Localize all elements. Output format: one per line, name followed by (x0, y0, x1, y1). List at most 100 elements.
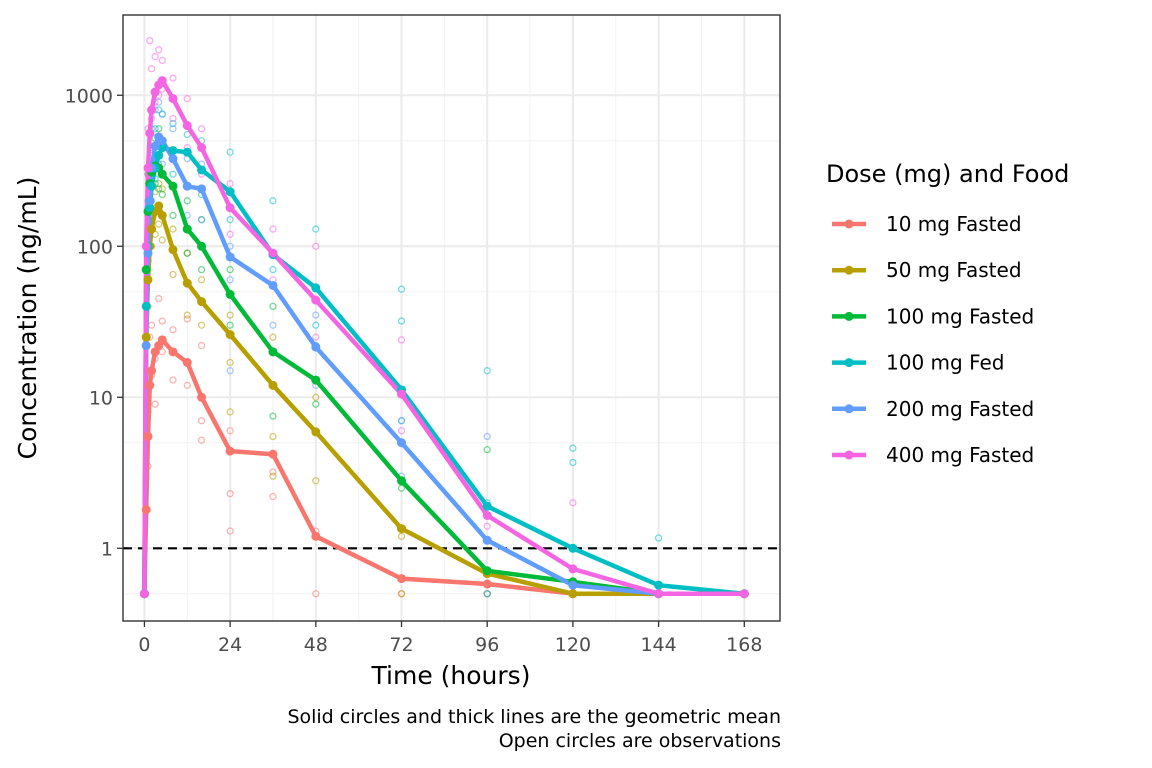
observation-point (226, 276, 234, 284)
mean-point (147, 105, 157, 115)
mean-point (143, 248, 153, 258)
observation-point (226, 179, 234, 188)
x-axis-ticks: 0 24 48 72 96 120 144 168 (138, 621, 762, 656)
mean-point (143, 431, 153, 441)
observation-point (158, 110, 166, 118)
mean-point (268, 449, 278, 459)
observation-point (569, 444, 577, 452)
observation-point (155, 125, 163, 133)
observation-point (197, 276, 206, 284)
mean-point (147, 224, 157, 234)
mean-point (150, 87, 160, 97)
observation-point (169, 119, 177, 128)
mean-points (139, 76, 749, 599)
observation-point (397, 590, 406, 598)
mean-point (268, 280, 278, 290)
observation-point (197, 436, 206, 444)
legend-item-label: 50 mg Fasted (886, 258, 1022, 282)
observation-point (483, 445, 491, 454)
observation-point (397, 417, 406, 425)
mean-point (482, 535, 492, 545)
mean-point (225, 203, 235, 213)
observation-point (312, 242, 320, 250)
legend-key-point (844, 450, 854, 460)
observation-point (397, 317, 406, 325)
observation-point (169, 74, 177, 82)
mean-point (654, 580, 664, 590)
mean-point (654, 589, 664, 599)
mean-point (197, 297, 207, 307)
mean-point (168, 347, 178, 357)
mean-point (157, 136, 167, 146)
mean-point (739, 589, 749, 599)
mean-point (397, 389, 407, 399)
mean-point (268, 347, 278, 357)
observation-point (155, 185, 163, 193)
observation-point (569, 499, 577, 507)
observation-point (183, 94, 191, 103)
observation-point (269, 492, 277, 501)
legend-title: Dose (mg) and Food (826, 160, 1069, 188)
observation-point (569, 458, 577, 467)
mean-point (197, 184, 207, 194)
observation-point (169, 125, 177, 133)
mean-point (168, 181, 178, 191)
mean-point (168, 154, 178, 164)
mean-point (150, 141, 160, 151)
mean-point (225, 252, 235, 262)
observation-point (226, 427, 234, 435)
y-axis-title: Concentration (ng/mL) (13, 177, 42, 460)
x-tick-label: 48 (304, 634, 328, 656)
mean-point (139, 589, 149, 599)
x-tick-label: 120 (555, 634, 591, 656)
observation-point (155, 179, 163, 188)
mean-point (157, 335, 167, 345)
x-tick-label: 96 (475, 634, 499, 656)
mean-point (197, 241, 207, 251)
observation-point (226, 367, 234, 375)
mean-point (482, 510, 492, 520)
mean-point (311, 531, 321, 541)
legend-key-point (844, 358, 854, 368)
mean-point (182, 121, 192, 131)
mean-point (168, 146, 178, 156)
observation-point (312, 477, 320, 485)
mean-point (182, 147, 192, 157)
mean-point (141, 341, 151, 351)
observation-point (226, 311, 234, 319)
observation-point (183, 130, 191, 139)
mean-point (482, 579, 492, 589)
mean-point (141, 332, 151, 342)
observation-point (312, 333, 320, 341)
observation-point (197, 216, 206, 224)
observation-point (226, 408, 234, 416)
caption-line-1: Solid circles and thick lines are the ge… (287, 706, 781, 728)
observation-point (155, 220, 163, 228)
legend-key-point (844, 265, 854, 275)
observation-point (483, 590, 491, 598)
legend-item-label: 10 mg Fasted (886, 212, 1022, 236)
mean-point (197, 165, 207, 175)
mean-point (182, 224, 192, 234)
observation-point (226, 148, 234, 156)
legend-key-point (844, 219, 854, 229)
y-tick-label: 1 (101, 538, 113, 560)
observation-point (312, 321, 320, 329)
x-tick-label: 144 (640, 634, 676, 656)
mean-point (482, 566, 492, 576)
y-axis-ticks: 1 10 100 1000 (65, 85, 123, 560)
mean-point (141, 301, 151, 311)
mean-point (311, 342, 321, 352)
y-tick-label: 10 (89, 387, 113, 409)
legend-key-point (844, 311, 854, 321)
mean-point (157, 210, 167, 220)
observation-point (269, 472, 277, 480)
observation-point (183, 249, 191, 257)
observation-point (158, 236, 166, 244)
observation-point (269, 432, 277, 441)
mean-point (145, 380, 155, 390)
mean-point (311, 295, 321, 305)
observation-point (158, 190, 166, 199)
mean-point (311, 283, 321, 293)
